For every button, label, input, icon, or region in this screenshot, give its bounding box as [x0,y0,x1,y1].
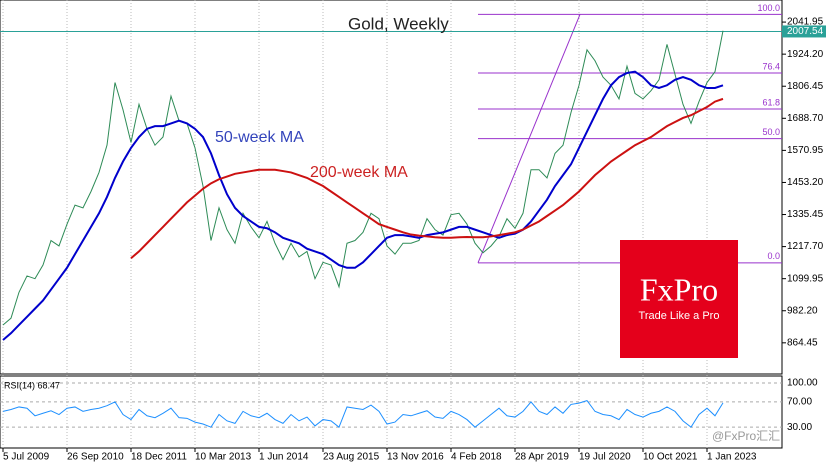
x-tick-label: 26 Sep 2010 [67,452,124,463]
rsi-panel [0,375,783,449]
y-tick-label: 864.45 [787,337,818,348]
rsi-line [2,400,724,428]
chart-title: Gold, Weekly [348,14,449,33]
x-tick-label: 23 Aug 2015 [323,452,380,463]
x-tick-label: 18 Dec 2011 [131,452,187,463]
x-tick-label: 1 Jan 2023 [707,452,757,463]
x-tick-label: 13 Nov 2016 [387,452,444,463]
x-tick-label: 19 Jul 2020 [579,452,631,463]
x-tick-label: 28 Apr 2019 [515,452,569,463]
y-tick-label: 2041.95 [787,17,824,28]
y-tick-label: 1453.20 [787,177,824,188]
fib-label: 50.0 [762,127,780,137]
rsi-tick-label: 100.00 [787,378,818,389]
y-tick-label: 1099.95 [787,273,824,284]
y-tick-label: 1217.70 [787,241,824,252]
rsi-tick-label: 70.00 [787,397,812,408]
rsi-tick-label: 30.00 [787,422,812,433]
x-tick-label: 1 Jun 2014 [259,452,309,463]
rsi-title: RSI(14) 68.47 [4,380,60,390]
last-price-label: 2007.54 [787,26,824,37]
logo-box [620,240,738,358]
last-price-box [782,25,826,38]
y-tick-label: 1570.95 [787,145,824,156]
fib-label: 0.0 [767,251,780,261]
fib-label: 76.4 [762,61,780,71]
y-tick-label: 1806.45 [787,81,824,92]
ma200-label: 200-week MA [310,164,408,181]
y-tick-label: 1688.70 [787,113,824,124]
fib-label: 100.0 [757,3,780,13]
x-tick-label: 10 Oct 2021 [643,452,698,463]
y-tick-label: 1924.20 [787,49,824,60]
x-tick-label: 5 Jul 2009 [3,452,50,463]
ma-line [2,70,724,341]
y-tick-label: 982.20 [787,305,818,316]
logo-tagline: Trade Like a Pro [639,310,720,322]
ma50-label: 50-week MA [215,129,304,146]
logo-brand: FxPro [640,271,718,307]
fib-label: 61.8 [762,97,780,107]
x-tick-label: 4 Feb 2018 [451,452,502,463]
ma-line [130,97,724,259]
price-line [2,30,724,326]
watermark: @FxPro汇汇 [712,429,780,443]
x-tick-label: 10 Mar 2013 [195,452,252,463]
y-tick-label: 1335.45 [787,209,824,220]
